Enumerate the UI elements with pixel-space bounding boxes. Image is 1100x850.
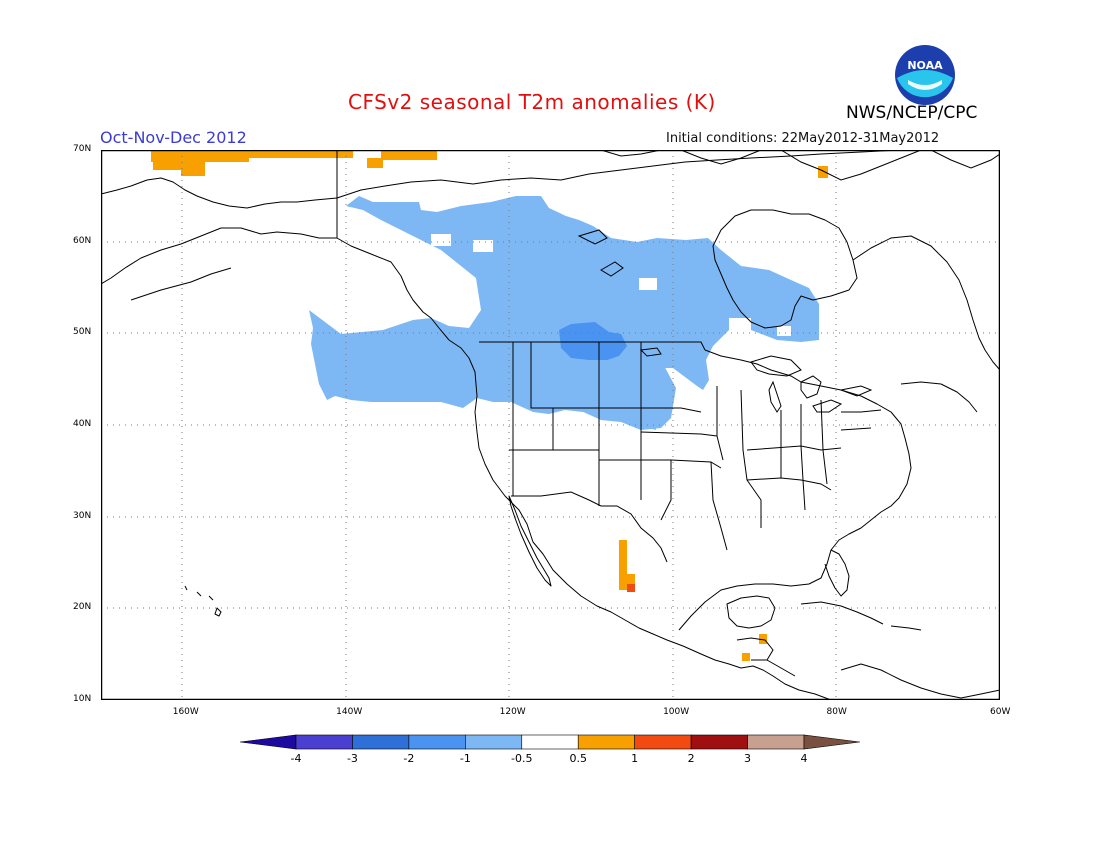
latitude-label: 70N — [73, 144, 92, 154]
colorbar — [240, 734, 860, 750]
longitude-label: 60W — [990, 707, 1011, 717]
longitude-label: 160W — [172, 707, 199, 717]
colorbar-segment — [240, 734, 297, 750]
colorbar-segment — [465, 734, 523, 750]
boundaries — [479, 341, 882, 677]
longitude-label: 140W — [336, 707, 363, 717]
colorbar-label: 0.5 — [569, 752, 587, 765]
colorbar-label: 4 — [800, 752, 808, 765]
chart-title: CFSv2 seasonal T2m anomalies (K) — [348, 90, 716, 114]
colorbar-label: 3 — [744, 752, 752, 765]
logo-text: NOAA — [907, 59, 943, 72]
colorbar-label: -3 — [346, 752, 358, 765]
colorbar-segment — [690, 734, 748, 750]
colorbar-label: -0.5 — [511, 752, 533, 765]
longitude-label: 80W — [826, 707, 847, 717]
agency-label: NWS/NCEP/CPC — [846, 103, 978, 123]
alaska-north-warm — [151, 150, 249, 176]
colorbar-label: -2 — [403, 752, 415, 765]
colorbar-segment — [295, 734, 353, 750]
longitude-label: 120W — [499, 707, 526, 717]
northern-plains-cool-core — [559, 322, 627, 360]
anomaly-map — [101, 150, 1000, 700]
colorbar-segment — [577, 734, 635, 750]
latitude-label: 30N — [73, 510, 92, 521]
map-frame — [101, 150, 1000, 700]
mexico-pacific-warm — [619, 540, 635, 590]
central-america-warm — [759, 634, 767, 644]
canada-cool-band — [309, 196, 819, 430]
colorbar-segment — [803, 734, 860, 750]
colorbar-segment — [408, 734, 466, 750]
latitude-label: 50N — [73, 327, 92, 338]
initial-conditions-label: Initial conditions: 22May2012-31May2012 — [666, 131, 940, 146]
colorbar-label: 1 — [631, 752, 639, 765]
colorbar-label: -4 — [290, 752, 302, 765]
longitude-label: 100W — [663, 707, 690, 717]
season-label: Oct-Nov-Dec 2012 — [100, 128, 247, 147]
mexico-pacific-warm-core — [627, 584, 635, 592]
latitude-label: 40N — [73, 419, 92, 429]
noaa-logo-icon: NOAA — [895, 45, 955, 105]
hudson-bay-warm-spot — [818, 166, 828, 178]
colorbar-label: -1 — [459, 752, 471, 765]
anomaly-shading — [151, 150, 828, 661]
latitude-label: 60N — [73, 235, 92, 246]
colorbar-label: 2 — [687, 752, 695, 765]
lakes — [577, 229, 873, 413]
latitude-label: 10N — [73, 694, 92, 704]
colorbar-segment — [634, 734, 692, 750]
colorbar-segment — [521, 734, 579, 750]
latitude-label: 20N — [73, 602, 92, 613]
arctic-islands — [600, 150, 1000, 181]
colorbar-segment — [747, 734, 805, 750]
colorbar-segment — [352, 734, 410, 750]
